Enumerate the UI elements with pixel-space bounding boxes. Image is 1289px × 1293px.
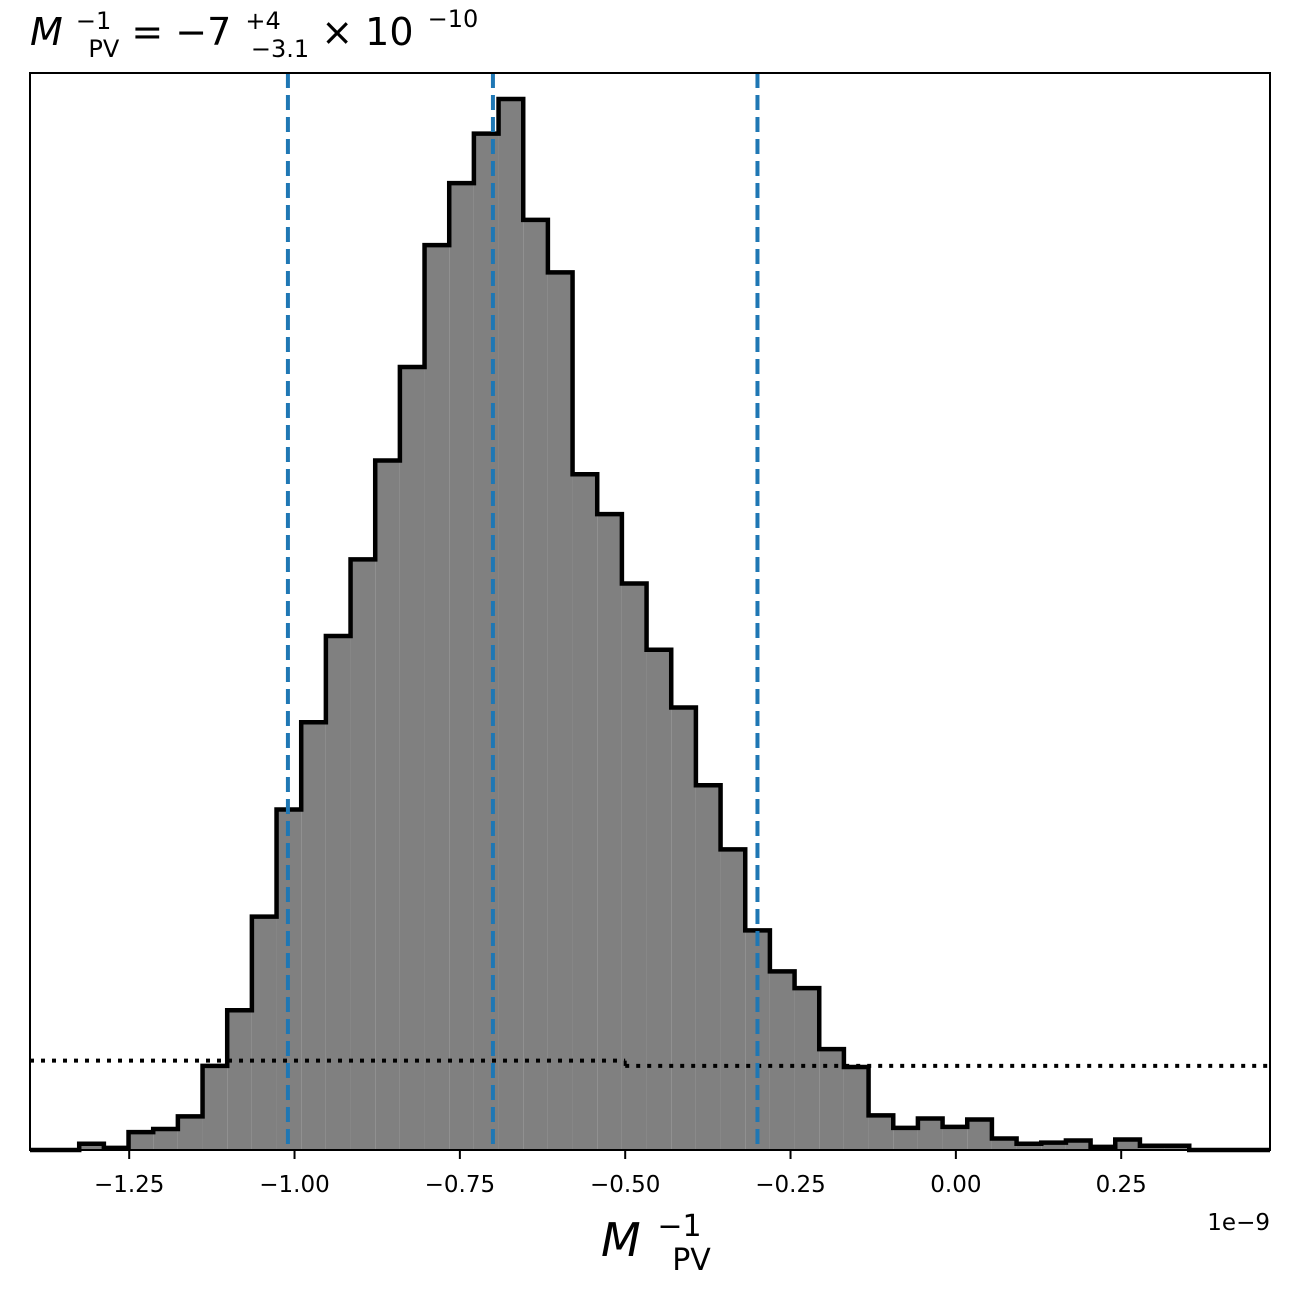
histogram-bar bbox=[498, 99, 524, 1150]
x-tick-label: −1.25 bbox=[94, 1172, 164, 1198]
histogram-bar bbox=[769, 971, 795, 1150]
x-tick-label: −0.25 bbox=[755, 1172, 825, 1198]
histogram-bar bbox=[79, 1143, 104, 1150]
histogram-outline bbox=[30, 96, 1270, 1153]
histogram-bar bbox=[917, 1118, 943, 1150]
histogram-bar bbox=[572, 474, 598, 1150]
histogram-bar bbox=[177, 1116, 203, 1150]
histogram-bar bbox=[794, 988, 820, 1150]
histogram-bar bbox=[547, 272, 573, 1150]
histogram-bar bbox=[153, 1128, 178, 1150]
axes-frame bbox=[29, 72, 1271, 1151]
histogram-bar bbox=[942, 1126, 968, 1150]
histogram-bar bbox=[350, 559, 376, 1150]
histogram-bar bbox=[893, 1127, 918, 1150]
histogram-bar bbox=[399, 367, 425, 1150]
x-tick-label: −0.50 bbox=[590, 1172, 660, 1198]
histogram-bar bbox=[1065, 1140, 1091, 1150]
histogram-bar bbox=[325, 636, 351, 1150]
x-tick-label: 0.00 bbox=[930, 1172, 981, 1198]
histogram-bar bbox=[424, 245, 450, 1151]
histogram-bar bbox=[1115, 1139, 1140, 1150]
x-axis-ticks: −1.25 −1.00 −0.75 −0.50 −0.25 0.00 0.25 bbox=[94, 1150, 1147, 1198]
histogram-bar bbox=[202, 1065, 228, 1150]
x-axis-label-superscript: −1 bbox=[657, 1209, 701, 1244]
histogram-bar bbox=[695, 785, 721, 1150]
title-base: M bbox=[30, 10, 63, 54]
chart-title: M −1 PV = −7 +4 −3.1 × 10 −10 bbox=[30, 0, 478, 66]
plot-area bbox=[30, 73, 1270, 1153]
histogram-bar bbox=[301, 722, 326, 1150]
histogram-bar bbox=[1016, 1143, 1042, 1150]
histogram-bar bbox=[843, 1066, 869, 1150]
histogram-bar bbox=[128, 1132, 154, 1150]
title-base-subscript: PV bbox=[88, 35, 119, 63]
x-tick-label: 0.25 bbox=[1096, 1172, 1147, 1198]
histogram-bar bbox=[720, 849, 746, 1150]
title-base-superscript: −1 bbox=[76, 7, 111, 35]
title-error-minus: −3.1 bbox=[251, 35, 309, 63]
x-axis-offset-label: 1e−9 bbox=[1207, 1210, 1270, 1236]
histogram-bar bbox=[621, 583, 647, 1150]
title-times: × 10 bbox=[321, 10, 413, 54]
histogram-bar bbox=[375, 460, 400, 1150]
histogram-bar bbox=[449, 183, 474, 1150]
x-axis-label-base: M bbox=[601, 1213, 641, 1267]
histogram-bar bbox=[1041, 1142, 1066, 1150]
histogram-bar bbox=[868, 1115, 894, 1150]
histogram-bar bbox=[991, 1138, 1017, 1150]
histogram-bar bbox=[967, 1119, 992, 1150]
x-tick-label: −0.75 bbox=[425, 1172, 495, 1198]
histogram-bar bbox=[597, 514, 622, 1150]
title-exponent: −10 bbox=[428, 5, 479, 33]
title-error-plus: +4 bbox=[245, 7, 280, 35]
histogram-bar bbox=[671, 707, 696, 1150]
x-tick-label: −1.00 bbox=[259, 1172, 329, 1198]
x-axis-label: M −1 PV bbox=[601, 1193, 716, 1278]
histogram-bar bbox=[646, 649, 672, 1150]
histogram-bar bbox=[227, 1010, 252, 1150]
title-equals: = −7 bbox=[131, 10, 231, 54]
histogram-bar bbox=[523, 219, 548, 1151]
x-axis-label-subscript: PV bbox=[672, 1243, 711, 1278]
histogram-bar bbox=[819, 1049, 844, 1150]
histogram-bar bbox=[251, 916, 277, 1150]
